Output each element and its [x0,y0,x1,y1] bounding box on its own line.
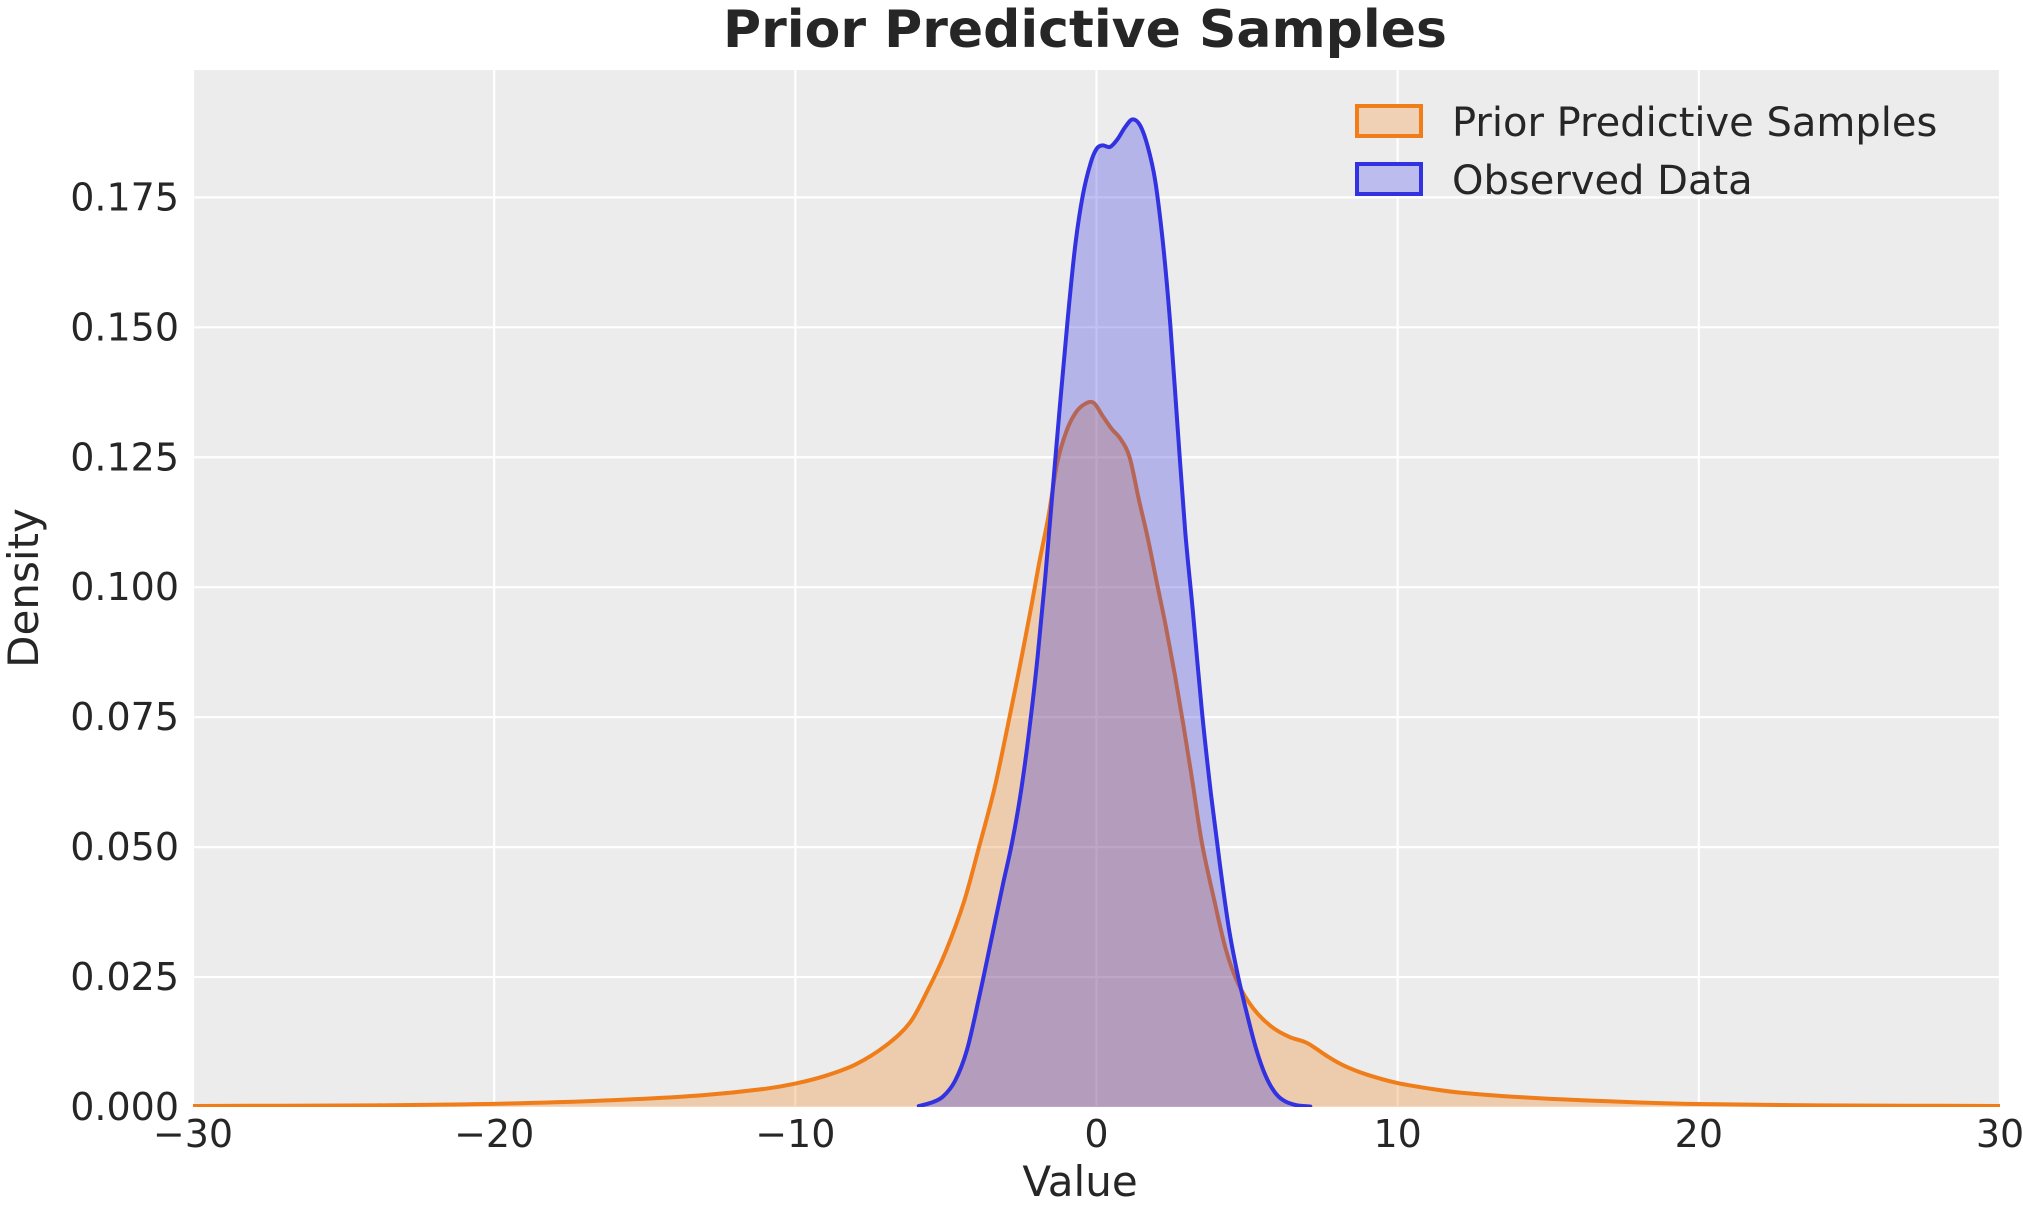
chart-title: Prior Predictive Samples [723,0,1447,60]
y-gridlines [193,196,2000,1109]
x-axis-label: Value [1022,1157,1137,1206]
legend-label-prior-predictive-samples: Prior Predictive Samples [1452,100,1937,146]
x-tick-label: −20 [454,1112,534,1156]
x-tick-label: 10 [1373,1112,1421,1156]
kde-line-prior-predictive-samples [193,399,2000,1107]
x-tick-label: 30 [1976,1112,2023,1156]
y-tick-label: 0.100 [70,565,179,609]
y-tick-label: 0.025 [70,955,179,999]
y-tick-label: 0.075 [70,695,179,739]
legend-swatch-observed-data [1355,162,1423,196]
x-tick-label: −10 [755,1112,835,1156]
y-tick-labels: 0.000 0.025 0.050 0.075 0.100 0.125 0.150 0.175 [70,175,179,1129]
y-tick-label: 0.050 [70,825,179,869]
y-tick-label: 0.000 [70,1085,179,1129]
legend-swatch-prior-predictive-samples [1355,104,1423,138]
y-axis-label: Density [0,508,48,668]
x-tick-label: 0 [1084,1112,1108,1156]
kde-line-observed-data [916,117,1313,1107]
x-tick-label: 20 [1675,1112,1723,1156]
legend-label-observed-data: Observed Data [1452,158,1753,204]
x-tick-label: −30 [153,1112,233,1156]
legend: Prior Predictive Samples Observed Data [1355,100,1937,204]
x-tick-labels: −30 −20 −10 0 10 20 30 [153,1112,2023,1156]
y-tick-label: 0.125 [70,435,179,479]
y-tick-label: 0.150 [70,305,179,349]
y-tick-label: 0.175 [70,175,179,219]
kde-area-observed-data [918,119,1311,1107]
kde-area-prior-predictive-samples [193,401,2000,1107]
kde-series [193,117,2000,1107]
x-gridlines [191,70,2002,1107]
